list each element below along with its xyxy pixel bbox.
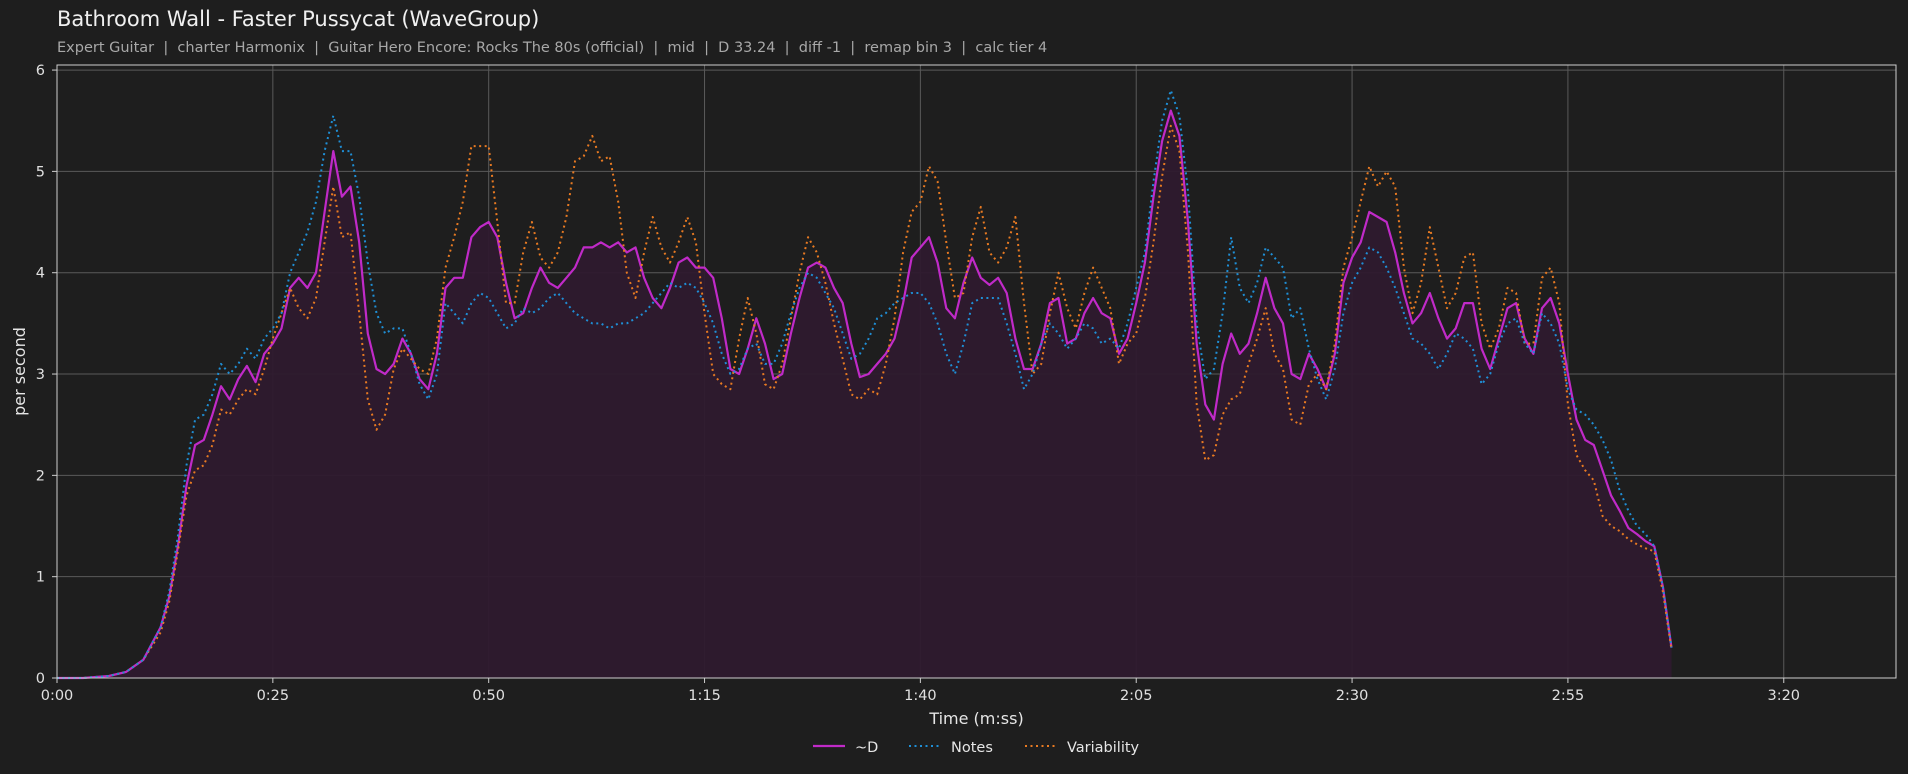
x-axis-ticks: 0:00 0:25 0:50 1:15 1:40 2:05 2:30 2:55 3:20 — [41, 678, 1800, 704]
y-tick-label: 2 — [36, 468, 45, 484]
x-tick-label: 0:25 — [257, 688, 290, 704]
chart-subtitle: Expert Guitar | charter Harmonix | Guita… — [57, 40, 1048, 56]
y-tick-label: 6 — [36, 63, 45, 79]
x-tick-label: 0:00 — [41, 688, 74, 704]
y-tick-label: 4 — [36, 266, 45, 282]
variability-series-line — [57, 124, 1673, 679]
x-tick-label: 3:20 — [1767, 688, 1800, 704]
x-tick-label: 2:05 — [1120, 688, 1153, 704]
x-tick-label: 2:55 — [1552, 688, 1585, 704]
y-tick-label: 3 — [36, 367, 45, 383]
y-axis-label: per second — [10, 327, 29, 416]
legend-item-d: ~D — [813, 740, 878, 756]
x-tick-label: 2:30 — [1336, 688, 1369, 704]
x-tick-label: 0:50 — [472, 688, 505, 704]
legend-label: Notes — [951, 740, 993, 756]
x-axis-label: Time (m:ss) — [928, 709, 1023, 728]
notes-series-line — [57, 89, 1673, 679]
x-tick-label: 1:15 — [688, 688, 721, 704]
x-tick-label: 1:40 — [904, 688, 937, 704]
chart-title: Bathroom Wall - Faster Pussycat (WaveGro… — [57, 7, 540, 31]
y-tick-label: 0 — [36, 671, 45, 687]
y-tick-label: 5 — [36, 164, 45, 180]
series-lines — [57, 89, 1673, 680]
d-series-line — [57, 109, 1673, 680]
legend-label: Variability — [1067, 740, 1140, 756]
y-tick-label: 1 — [36, 570, 45, 586]
legend-label: ~D — [855, 740, 878, 756]
legend-item-notes: Notes — [909, 740, 993, 756]
y-axis-ticks: 0 1 2 3 4 5 6 — [36, 63, 57, 687]
legend: ~D Notes Variability — [813, 740, 1140, 756]
plot-frame — [56, 64, 1897, 679]
legend-item-variability: Variability — [1025, 740, 1140, 756]
